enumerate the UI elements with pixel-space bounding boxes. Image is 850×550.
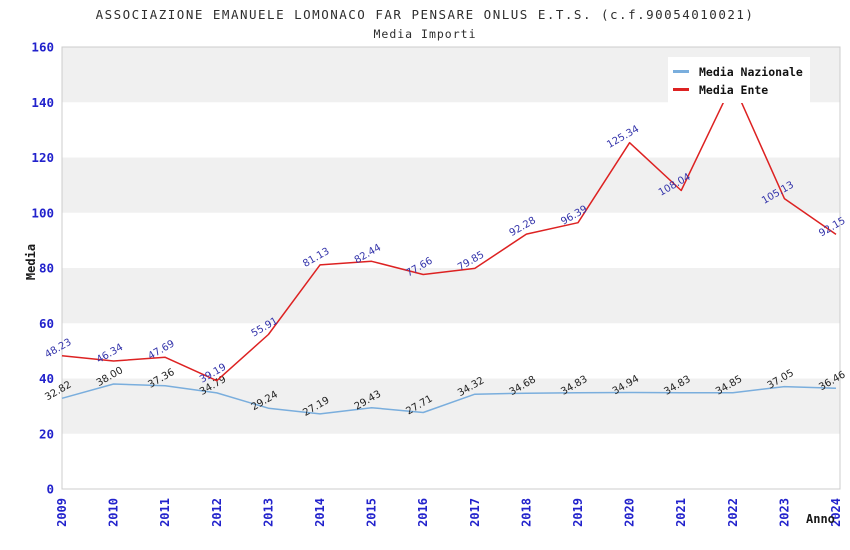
x-tick-label: 2013 — [261, 498, 275, 527]
y-tick-label: 40 — [39, 371, 54, 386]
y-tick-label: 60 — [39, 316, 54, 331]
x-tick-label: 2021 — [674, 498, 688, 527]
x-tick-label: 2010 — [107, 498, 121, 527]
legend: Media Nazionale Media Ente — [668, 57, 810, 103]
x-tick-label: 2020 — [623, 498, 637, 527]
y-tick-label: 120 — [31, 150, 54, 165]
y-axis-title: Media — [24, 243, 38, 281]
x-tick-label: 2023 — [777, 498, 791, 527]
x-axis-title: Anno — [806, 512, 835, 526]
chart-subtitle: Media Importi — [373, 27, 477, 41]
x-tick-label: 2011 — [158, 498, 172, 527]
y-tick-label: 140 — [31, 95, 54, 110]
x-tick-label: 2014 — [313, 498, 327, 527]
legend-label: Media Ente — [699, 82, 769, 97]
y-tick-label: 160 — [31, 40, 54, 55]
y-tick-label: 20 — [39, 426, 54, 441]
legend-line-swatch-icon — [673, 88, 689, 91]
x-tick-label: 2022 — [726, 498, 740, 527]
x-tick-label: 2019 — [571, 498, 585, 527]
series-line-media-nazionale — [61, 383, 837, 415]
plot-band — [62, 268, 840, 324]
x-tick-label: 2024 — [829, 498, 843, 527]
x-tick-label: 2018 — [519, 498, 533, 527]
x-tick-label: 2017 — [468, 498, 482, 527]
series-line-media-ente — [61, 82, 837, 382]
y-tick-label: 100 — [31, 205, 54, 220]
x-tick-label: 2009 — [55, 498, 69, 527]
legend-item-media-ente: Media Ente — [673, 81, 810, 98]
y-tick-label: 80 — [39, 261, 54, 276]
plot-band — [62, 157, 840, 213]
legend-line-swatch-icon — [673, 70, 689, 73]
legend-label: Media Nazionale — [699, 64, 803, 79]
x-tick-label: 2012 — [210, 498, 224, 527]
legend-item-media-nazionale: Media Nazionale — [673, 63, 810, 80]
y-tick-label: 0 — [46, 482, 54, 497]
x-tick-label: 2016 — [416, 498, 430, 527]
plot-band — [62, 378, 840, 434]
chart-title: ASSOCIAZIONE EMANUELE LOMONACO FAR PENSA… — [95, 7, 755, 22]
x-tick-label: 2015 — [365, 498, 379, 527]
plot-border — [61, 46, 841, 490]
